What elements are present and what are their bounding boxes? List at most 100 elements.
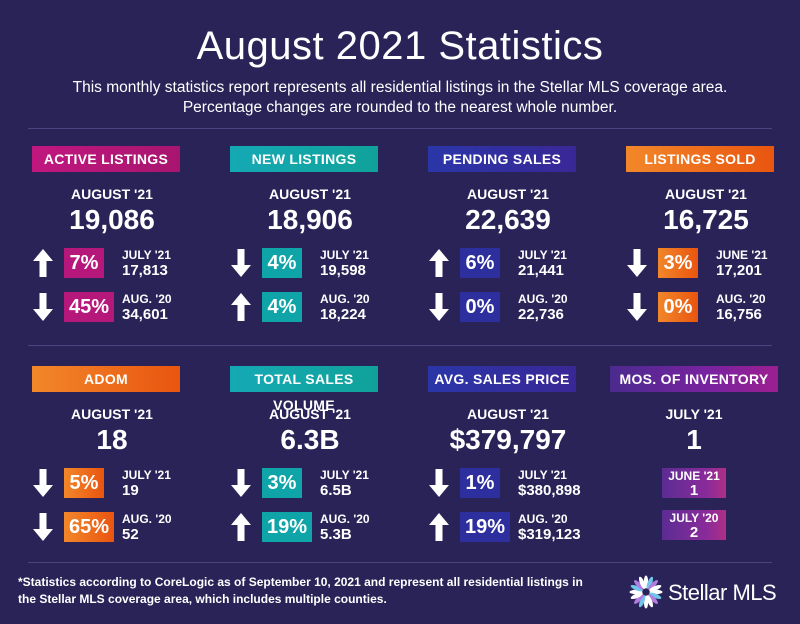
compare-label: JUNE '21 — [668, 469, 720, 483]
card-value: $379,797 — [449, 424, 567, 455]
percent-badge: 3% — [262, 468, 302, 498]
inventory-compare-2: JULY '20 2 — [662, 510, 726, 540]
card-value: 22,639 — [465, 204, 551, 235]
divider-bottom — [28, 562, 772, 563]
compare-value: 19,598 — [320, 262, 366, 279]
arrow-up-icon — [230, 512, 252, 542]
percent-badge: 19% — [460, 512, 510, 542]
compare-row-2: 19% AUG. '20 $319,123 — [428, 512, 600, 543]
page-title: August 2021 Statistics — [196, 24, 604, 68]
card-value: 6.3B — [280, 424, 340, 455]
compare-label: AUG. '20 — [320, 292, 370, 306]
compare-label: JULY '21 — [320, 468, 369, 482]
arrow-down-icon — [32, 468, 54, 498]
percent-badge: 19% — [262, 512, 312, 542]
compare-value: 34,601 — [122, 306, 168, 323]
card-label: AVG. SALES PRICE — [428, 366, 576, 392]
footnote: *Statistics according to CoreLogic as of… — [18, 574, 618, 608]
compare-value: 21,441 — [518, 262, 564, 279]
compare-label: JULY '21 — [518, 468, 567, 482]
compare-value: 17,201 — [716, 262, 762, 279]
card-period: AUGUST '21 — [665, 186, 747, 202]
footnote-line-1: *Statistics according to CoreLogic as of… — [18, 575, 583, 589]
percent-badge: 45% — [64, 292, 114, 322]
compare-value: 2 — [689, 524, 699, 541]
percent-badge: 6% — [460, 248, 500, 278]
card-period: AUGUST '21 — [467, 186, 549, 202]
compare-value: 52 — [122, 526, 139, 543]
starburst-icon — [629, 575, 663, 609]
compare-label: AUG. '20 — [122, 292, 172, 306]
subtitle-line-2: Percentage changes are rounded to the ne… — [182, 99, 618, 116]
logo-text: Stellar MLS — [668, 580, 777, 605]
compare-value: 1 — [689, 482, 699, 499]
card-label: NEW LISTINGS — [230, 146, 378, 172]
card-label: MOS. OF INVENTORY — [610, 366, 778, 392]
percent-badge: 5% — [64, 468, 104, 498]
card-label: ADOM — [32, 366, 180, 392]
arrow-down-icon — [230, 248, 252, 278]
compare-row-2: 0% AUG. '20 16,756 — [626, 292, 798, 323]
percent-badge: 4% — [262, 292, 302, 322]
arrow-down-icon — [626, 248, 648, 278]
compare-label: AUG. '20 — [122, 512, 172, 526]
card-value: 1 — [686, 424, 702, 455]
compare-value: 22,736 — [518, 306, 564, 323]
card-label: TOTAL SALES VOLUME — [230, 366, 378, 413]
card-period: AUGUST '21 — [269, 406, 351, 422]
compare-value: 5.3B — [320, 526, 352, 543]
arrow-down-icon — [626, 292, 648, 322]
compare-value: 6.5B — [320, 482, 352, 499]
arrow-up-icon — [230, 292, 252, 322]
compare-label: JULY '20 — [669, 511, 719, 525]
percent-badge: 7% — [64, 248, 104, 278]
subtitle-line-1: This monthly statistics report represent… — [72, 79, 728, 96]
percent-badge: 0% — [460, 292, 500, 322]
divider-middle — [28, 345, 772, 346]
card-period: JULY '21 — [665, 406, 723, 422]
arrow-up-icon — [428, 248, 450, 278]
compare-value: 19 — [122, 482, 139, 499]
page-subtitle: This monthly statistics report represent… — [0, 78, 800, 118]
compare-label: JULY '21 — [320, 248, 369, 262]
card-period: AUGUST '21 — [71, 406, 153, 422]
card-period: AUGUST '21 — [269, 186, 351, 202]
arrow-up-icon — [32, 248, 54, 278]
card-label: LISTINGS SOLD — [626, 146, 774, 172]
compare-row-1: 5% JULY '21 19 — [32, 468, 204, 499]
compare-value: 16,756 — [716, 306, 762, 323]
compare-row-1: 1% JULY '21 $380,898 — [428, 468, 600, 499]
compare-row-1: 3% JUNE '21 17,201 — [626, 248, 798, 279]
arrow-down-icon — [428, 468, 450, 498]
card-period: AUGUST '21 — [467, 406, 549, 422]
card-value: 16,725 — [663, 204, 749, 235]
compare-label: JULY '21 — [122, 468, 171, 482]
arrow-down-icon — [428, 292, 450, 322]
footnote-line-2: the Stellar MLS coverage area, which inc… — [18, 592, 387, 606]
compare-row-2: 0% AUG. '20 22,736 — [428, 292, 600, 323]
card-value: 18 — [96, 424, 128, 455]
percent-badge: 1% — [460, 468, 500, 498]
compare-row-2: 65% AUG. '20 52 — [32, 512, 204, 543]
percent-badge: 65% — [64, 512, 114, 542]
compare-value: 17,813 — [122, 262, 168, 279]
compare-label: AUG. '20 — [518, 512, 568, 526]
percent-badge: 0% — [658, 292, 698, 322]
compare-row-2: 45% AUG. '20 34,601 — [32, 292, 204, 323]
compare-row-1: 6% JULY '21 21,441 — [428, 248, 600, 279]
compare-row-1: 7% JULY '21 17,813 — [32, 248, 204, 279]
arrow-down-icon — [32, 512, 54, 542]
compare-row-2: 4% AUG. '20 18,224 — [230, 292, 402, 323]
compare-value: $380,898 — [518, 482, 581, 499]
compare-label: JUNE '21 — [716, 248, 768, 262]
divider-top — [28, 128, 772, 129]
compare-row-2: 19% AUG. '20 5.3B — [230, 512, 402, 543]
compare-label: AUG. '20 — [716, 292, 766, 306]
card-label: PENDING SALES — [428, 146, 576, 172]
compare-row-1: 3% JULY '21 6.5B — [230, 468, 402, 499]
card-period: AUGUST '21 — [71, 186, 153, 202]
compare-row-1: 4% JULY '21 19,598 — [230, 248, 402, 279]
arrow-down-icon — [32, 292, 54, 322]
card-label: ACTIVE LISTINGS — [32, 146, 180, 172]
compare-value: $319,123 — [518, 526, 581, 543]
